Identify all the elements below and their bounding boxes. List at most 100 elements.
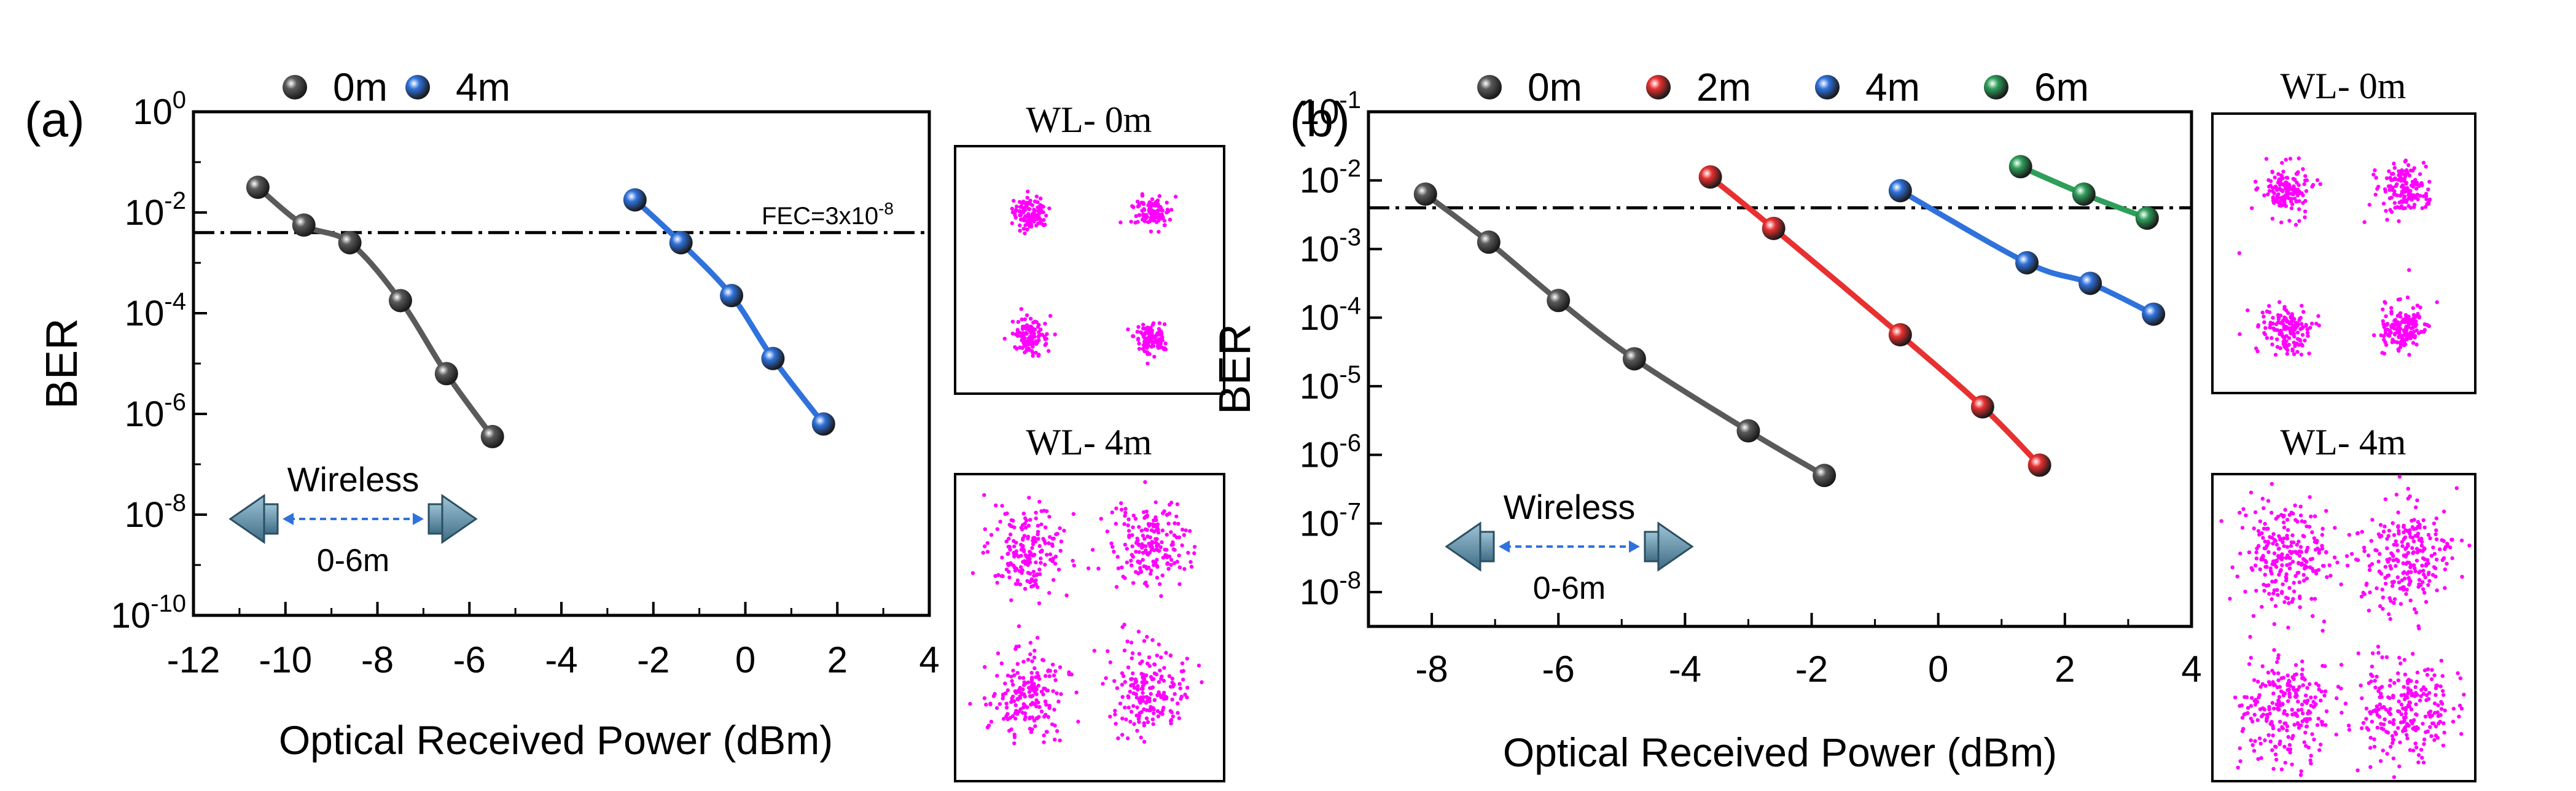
constellation-point — [2287, 679, 2291, 683]
constellation-point — [1055, 691, 1059, 696]
constellation-point — [2292, 677, 2296, 681]
constellation-point — [1160, 338, 1165, 343]
constellation-point — [1036, 537, 1040, 541]
constellation-point — [1188, 559, 1193, 564]
constellation-point — [1012, 539, 1016, 544]
constellation-point — [2262, 193, 2266, 198]
data-point-0m — [1813, 464, 1836, 488]
constellation-point — [1151, 344, 1156, 348]
constellation-point — [2426, 572, 2431, 577]
constellation-point — [2398, 661, 2403, 666]
constellation-point — [2287, 601, 2291, 606]
constellation-point — [2378, 551, 2382, 556]
constellation-point — [2309, 514, 2313, 519]
constellation-point — [2355, 531, 2360, 536]
constellation-point — [2270, 342, 2274, 346]
constellation-point — [2290, 331, 2294, 335]
constellation-point — [1123, 705, 1127, 710]
constellation-point — [2270, 216, 2275, 221]
legend-marker-4m — [405, 75, 430, 99]
constellation-point — [2275, 328, 2280, 332]
constellation-point — [1137, 524, 1141, 529]
constellation-point — [1139, 672, 1144, 676]
constellation-point — [2419, 747, 2424, 752]
constellation-point — [2405, 335, 2409, 339]
constellation-point — [2434, 537, 2439, 542]
panel-a-x-axis-title: Optical Received Power (dBm) — [279, 717, 833, 763]
constellation-point — [2298, 605, 2302, 609]
constellation-point — [2382, 351, 2387, 356]
constellation-point — [1119, 507, 1124, 512]
constellation-point — [1159, 594, 1163, 598]
constellation-point — [1031, 351, 1035, 355]
constellation-point — [1140, 545, 1144, 550]
constellation-point — [2407, 268, 2411, 272]
constellation-point — [1032, 574, 1036, 578]
constellation-point — [2281, 170, 2285, 174]
constellation-point — [2254, 550, 2258, 555]
antenna-right-icon — [1657, 521, 1694, 572]
constellation-point — [2373, 679, 2377, 683]
constellation-point — [2305, 686, 2309, 690]
constellation-point — [1188, 529, 1192, 533]
constellation-point — [2286, 699, 2290, 703]
constellation-point — [2300, 325, 2305, 330]
constellation-point — [1159, 677, 1163, 681]
constellation-point — [1134, 540, 1139, 545]
constellation-point — [2415, 498, 2419, 502]
constellation-point — [2299, 353, 2304, 357]
constellation-point — [2289, 321, 2293, 326]
constellation-point — [2284, 181, 2289, 185]
constellation-point — [1146, 361, 1150, 366]
constellation-point — [1148, 544, 1152, 548]
constellation-point — [1105, 529, 1110, 534]
constellation-point — [2273, 539, 2277, 543]
constellation-point — [2396, 524, 2400, 528]
constellation-point — [1009, 598, 1013, 602]
constellation-point — [2333, 526, 2337, 530]
constellation-point — [1000, 504, 1004, 508]
x-tick-label: 4 — [919, 639, 939, 680]
constellation-point — [2368, 710, 2372, 714]
constellation-point — [1023, 695, 1027, 699]
constellation-point — [2278, 569, 2282, 574]
constellation-point — [2238, 510, 2242, 515]
constellation-point — [2416, 760, 2421, 765]
constellation-point — [1153, 212, 1158, 216]
constellation-point — [2408, 580, 2412, 585]
constellation-point — [1030, 203, 1035, 208]
constellation-point — [1126, 736, 1130, 741]
constellation-point — [1136, 205, 1141, 209]
constellation-point — [2281, 318, 2285, 323]
constellation-point — [1171, 714, 1176, 719]
constellation-point — [2297, 318, 2301, 322]
constellation-point — [2280, 725, 2284, 730]
constellation-point — [1036, 523, 1040, 528]
constellation-point — [1168, 653, 1173, 658]
constellation-point — [1026, 201, 1030, 205]
constellation-point — [1134, 692, 1138, 696]
constellation-point — [2378, 604, 2383, 609]
constellation-point — [2285, 319, 2290, 324]
constellation-point — [1150, 677, 1155, 682]
constellation-point — [1164, 695, 1169, 699]
constellation-point — [2268, 535, 2272, 539]
constellation-point — [2375, 586, 2379, 590]
constellation-point — [1146, 352, 1150, 356]
constellation-point — [1158, 545, 1163, 550]
constellation-point — [2322, 693, 2327, 698]
constellation-point — [2288, 157, 2293, 161]
data-point-0m — [388, 289, 412, 313]
constellation-point — [2401, 720, 2405, 724]
constellation-point — [2335, 696, 2339, 701]
constellation-point — [2388, 564, 2392, 568]
constellation-point — [2445, 561, 2449, 566]
y-tick-label: 10-8 — [1300, 567, 1361, 612]
panel-a-x-axis: -12 -10 -8 -6 -4 -2 0 2 4 — [167, 602, 940, 680]
constellation-point — [2300, 519, 2304, 523]
constellation-point — [2295, 181, 2299, 185]
constellation-point — [2355, 768, 2360, 773]
constellation-point — [1147, 338, 1152, 343]
constellation-point — [2267, 189, 2272, 193]
constellation-point — [1165, 532, 1169, 537]
